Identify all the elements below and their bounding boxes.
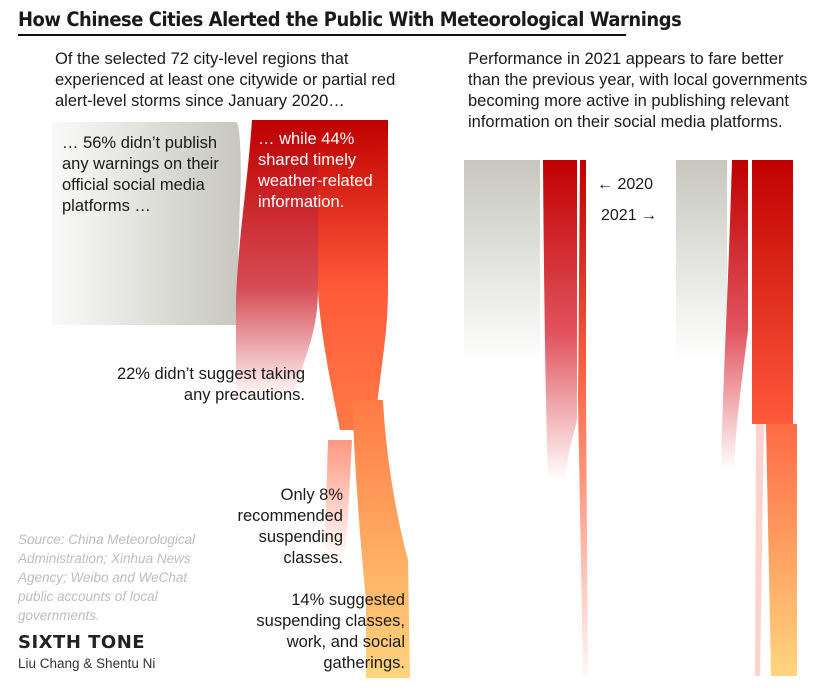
bar-2020-no-precautions <box>543 160 577 480</box>
brand-logo: SIXTH TONE <box>18 632 146 653</box>
source-note: Source: China Meteorological Administrat… <box>18 532 196 623</box>
flow-no-precautions <box>236 120 318 400</box>
author-credit: Liu Chang & Shentu Ni <box>18 656 156 671</box>
flow-shared-info <box>318 120 388 430</box>
annotation-intro: Of the selected 72 city-level regions th… <box>55 50 396 110</box>
bar-2020-didnt-publish <box>464 160 540 365</box>
label-suspend-classes: Only 8% recommended suspending classes. <box>237 486 343 567</box>
bar-2021-shared-top <box>752 160 793 424</box>
chart-title: How Chinese Cities Alerted the Public Wi… <box>18 8 682 36</box>
year-2021-label: 2021 → <box>601 207 658 224</box>
bar-2021-no-precautions <box>721 160 748 470</box>
label-suspend-all: 14% suggested suspending classes, work, … <box>256 591 405 672</box>
label-didnt-publish: … 56% didn’t publish any warnings on the… <box>62 134 219 215</box>
flow-didnt-publish <box>52 122 241 325</box>
flow-suspend-all <box>352 400 410 678</box>
bar-2020-suspend-classes <box>578 160 588 676</box>
label-no-precautions: 22% didn’t suggest taking any precaution… <box>116 365 305 404</box>
year-2020-label: ← 2020 <box>597 176 654 193</box>
label-shared-info: … while 44% shared timely weather-relate… <box>258 130 373 211</box>
annotation-performance: Performance in 2021 appears to fare bett… <box>468 50 808 131</box>
bar-2021-suspend-classes <box>755 424 764 676</box>
flow-suspend-classes <box>325 440 352 560</box>
bar-2021-suspend-all <box>766 424 797 676</box>
bar-2021-didnt-publish <box>676 160 727 360</box>
